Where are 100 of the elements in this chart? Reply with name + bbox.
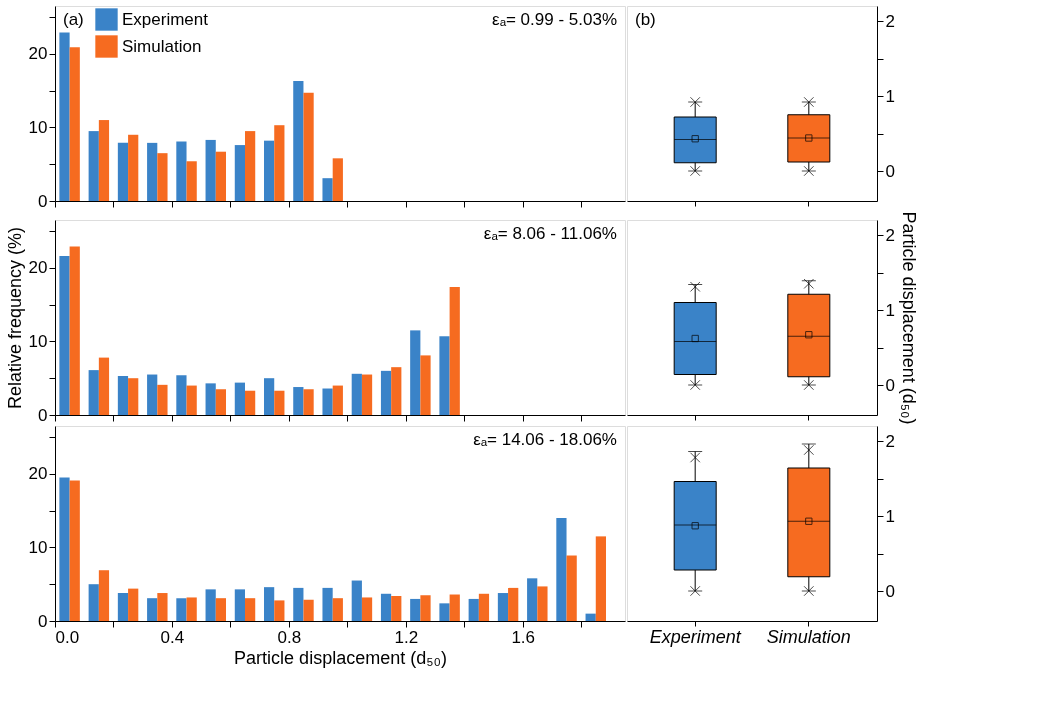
bar — [420, 355, 431, 415]
bar — [245, 598, 256, 621]
y-tick-label: 2 — [885, 431, 895, 451]
bar — [303, 599, 314, 621]
bar — [449, 286, 460, 415]
bar — [380, 370, 392, 415]
bar — [147, 598, 158, 621]
bar — [234, 589, 245, 621]
bar — [245, 390, 256, 415]
y-tick-label: 1 — [885, 86, 895, 106]
bar — [585, 613, 596, 621]
bar — [186, 161, 197, 201]
bar — [566, 555, 577, 621]
annotation: (a) — [63, 10, 84, 29]
bar — [157, 593, 168, 621]
bar — [264, 140, 275, 201]
bar — [303, 92, 314, 201]
bar — [351, 373, 362, 415]
bar — [128, 134, 139, 201]
bar — [215, 151, 226, 201]
bar — [157, 384, 168, 415]
bar — [69, 480, 80, 621]
bar — [391, 367, 402, 415]
bar — [322, 178, 333, 201]
bar — [351, 580, 362, 621]
y-tick-label: 0 — [38, 611, 48, 631]
y-tick-label: 20 — [28, 44, 48, 64]
bar — [176, 141, 187, 201]
annotation: εₐ= 14.06 - 18.06% — [473, 430, 617, 449]
bar — [186, 385, 197, 415]
y-tick-label: 0 — [885, 375, 895, 395]
y-tick-label: 2 — [885, 225, 895, 245]
y-tick-label: 20 — [28, 258, 48, 278]
bar — [264, 587, 275, 621]
bar — [234, 382, 245, 415]
x-tick-label: Experiment — [649, 626, 742, 647]
bar — [439, 603, 450, 621]
x-tick-label: 0.4 — [160, 627, 185, 647]
x-tick-label: 0.8 — [277, 627, 302, 647]
bar — [176, 598, 187, 621]
bar — [98, 357, 110, 415]
annotation: (b) — [635, 10, 656, 29]
y-tick-label: 10 — [28, 117, 48, 137]
bar — [332, 385, 343, 415]
y-tick-label: 2 — [885, 11, 895, 31]
bar — [410, 598, 421, 621]
y-tick-label: 0 — [38, 405, 48, 425]
bar — [128, 378, 139, 415]
bar — [117, 593, 129, 621]
bar — [69, 246, 80, 415]
bar — [595, 536, 606, 621]
bar — [274, 125, 285, 201]
bar — [205, 383, 216, 415]
bar — [420, 595, 431, 621]
y-tick-label: 10 — [28, 537, 48, 557]
bar — [59, 477, 70, 621]
bar — [468, 598, 479, 621]
bar — [176, 375, 187, 415]
bar — [157, 153, 168, 201]
bar — [556, 517, 567, 621]
bar — [293, 587, 304, 621]
bar — [391, 595, 402, 621]
bar — [245, 131, 256, 201]
bar — [69, 47, 80, 201]
bar — [361, 374, 373, 415]
bar — [497, 593, 509, 621]
bar — [215, 598, 226, 621]
bar — [322, 388, 333, 415]
y-tick-label: 0 — [885, 161, 895, 181]
x-tick-label: 1.6 — [511, 627, 536, 647]
bar — [322, 587, 333, 621]
bar — [527, 578, 538, 621]
bar — [264, 378, 275, 415]
annotation: εₐ= 8.06 - 11.06% — [483, 224, 617, 243]
y-axis-title: Particle displacement (d₅₀) — [898, 211, 919, 425]
bar — [361, 597, 373, 621]
bar — [215, 389, 226, 415]
legend-label: Simulation — [122, 36, 202, 56]
bar — [98, 120, 110, 201]
x-tick-label: Simulation — [766, 626, 851, 647]
bar — [147, 142, 158, 201]
bar — [332, 598, 343, 621]
y-tick-label: 1 — [885, 300, 895, 320]
bar — [205, 589, 216, 621]
y-tick-label: 10 — [28, 331, 48, 351]
bar — [147, 374, 158, 415]
bar — [439, 336, 450, 415]
bar — [508, 587, 519, 621]
bar — [303, 389, 314, 415]
bar — [117, 376, 129, 415]
bar — [234, 145, 245, 201]
bar — [205, 139, 216, 201]
y-axis-title: Relative frequency (%) — [4, 226, 25, 410]
bar — [88, 131, 99, 201]
bar — [380, 593, 392, 621]
bar — [128, 588, 139, 621]
bar — [88, 370, 99, 415]
x-tick-label: 1.2 — [394, 627, 419, 647]
bar — [186, 597, 197, 621]
bar — [59, 256, 70, 415]
